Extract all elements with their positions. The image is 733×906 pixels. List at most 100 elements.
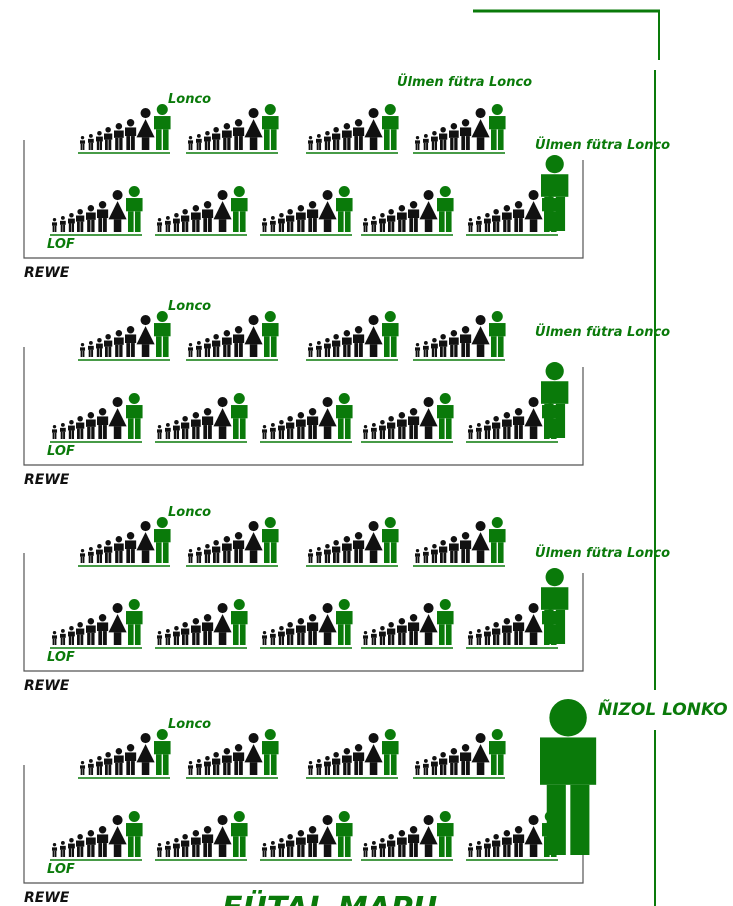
leg (477, 225, 479, 232)
body (76, 841, 84, 847)
body (423, 764, 429, 768)
body (270, 634, 276, 638)
legs (142, 550, 150, 563)
head (344, 330, 350, 336)
person-icon (96, 544, 103, 563)
body (408, 416, 419, 425)
person-icon (379, 838, 386, 857)
body (371, 221, 377, 225)
leg (199, 768, 201, 775)
body (342, 337, 352, 344)
leg (402, 845, 405, 857)
dress (244, 326, 262, 344)
head (77, 209, 83, 215)
body (439, 547, 447, 553)
leg (477, 432, 479, 439)
family-icon (155, 599, 248, 648)
leg (493, 847, 496, 857)
legs (370, 344, 378, 357)
leg (177, 430, 179, 439)
leg (53, 226, 55, 232)
head (309, 761, 312, 764)
leg (98, 425, 102, 439)
leg (126, 549, 130, 563)
person-icon (52, 843, 57, 857)
head (81, 136, 84, 139)
head (224, 536, 230, 542)
leg (461, 761, 465, 775)
body (308, 765, 313, 768)
leg (503, 220, 506, 232)
leg (496, 635, 499, 645)
head (385, 517, 396, 528)
leg (126, 343, 130, 357)
person-icon (492, 622, 500, 645)
person-icon (191, 205, 201, 232)
person-icon (492, 834, 500, 857)
body (262, 847, 267, 850)
lonco-label: Lonco (168, 505, 211, 520)
leg (450, 551, 453, 563)
head (129, 186, 140, 197)
legs (250, 137, 258, 150)
dress (524, 201, 542, 219)
body (96, 137, 103, 142)
head (89, 759, 93, 763)
head (88, 205, 94, 211)
leg (301, 220, 304, 232)
person-icon (86, 830, 96, 857)
person-icon (233, 119, 244, 150)
body (212, 341, 220, 347)
body (262, 635, 267, 638)
leg (496, 847, 499, 857)
leg (89, 768, 91, 775)
leg (514, 425, 518, 439)
leg (414, 631, 418, 645)
leg (319, 143, 321, 150)
person-icon (460, 119, 471, 150)
leg (556, 197, 565, 231)
leg (240, 836, 246, 857)
leg (338, 211, 344, 232)
head (287, 416, 293, 422)
person-icon (468, 425, 473, 439)
leg (97, 141, 99, 150)
leg (409, 631, 413, 645)
head (298, 205, 304, 211)
head (416, 549, 419, 552)
head (325, 544, 330, 549)
leg (105, 553, 108, 563)
leg (461, 343, 465, 357)
head (462, 119, 469, 126)
leg (63, 850, 65, 857)
leg (131, 549, 135, 563)
dress (136, 744, 154, 762)
head (99, 408, 106, 415)
leg (239, 136, 243, 150)
head (339, 599, 350, 610)
body (397, 212, 407, 219)
leg (98, 843, 102, 857)
leg (297, 427, 300, 439)
leg (223, 345, 226, 357)
head (189, 343, 192, 346)
leg (83, 351, 85, 357)
leg (282, 848, 284, 857)
body (371, 428, 377, 432)
leg (440, 765, 443, 775)
person-icon (165, 629, 171, 645)
leg (493, 222, 496, 232)
legs (324, 632, 332, 645)
person-icon (437, 393, 454, 439)
leg (391, 429, 394, 439)
head (504, 618, 510, 624)
person-icon (181, 622, 189, 645)
person-icon (80, 343, 85, 357)
legs (370, 762, 378, 775)
person-icon (278, 626, 285, 645)
head (213, 540, 219, 546)
head (515, 826, 522, 833)
family-icon (306, 517, 399, 566)
leg (435, 348, 437, 357)
leg (432, 554, 434, 563)
